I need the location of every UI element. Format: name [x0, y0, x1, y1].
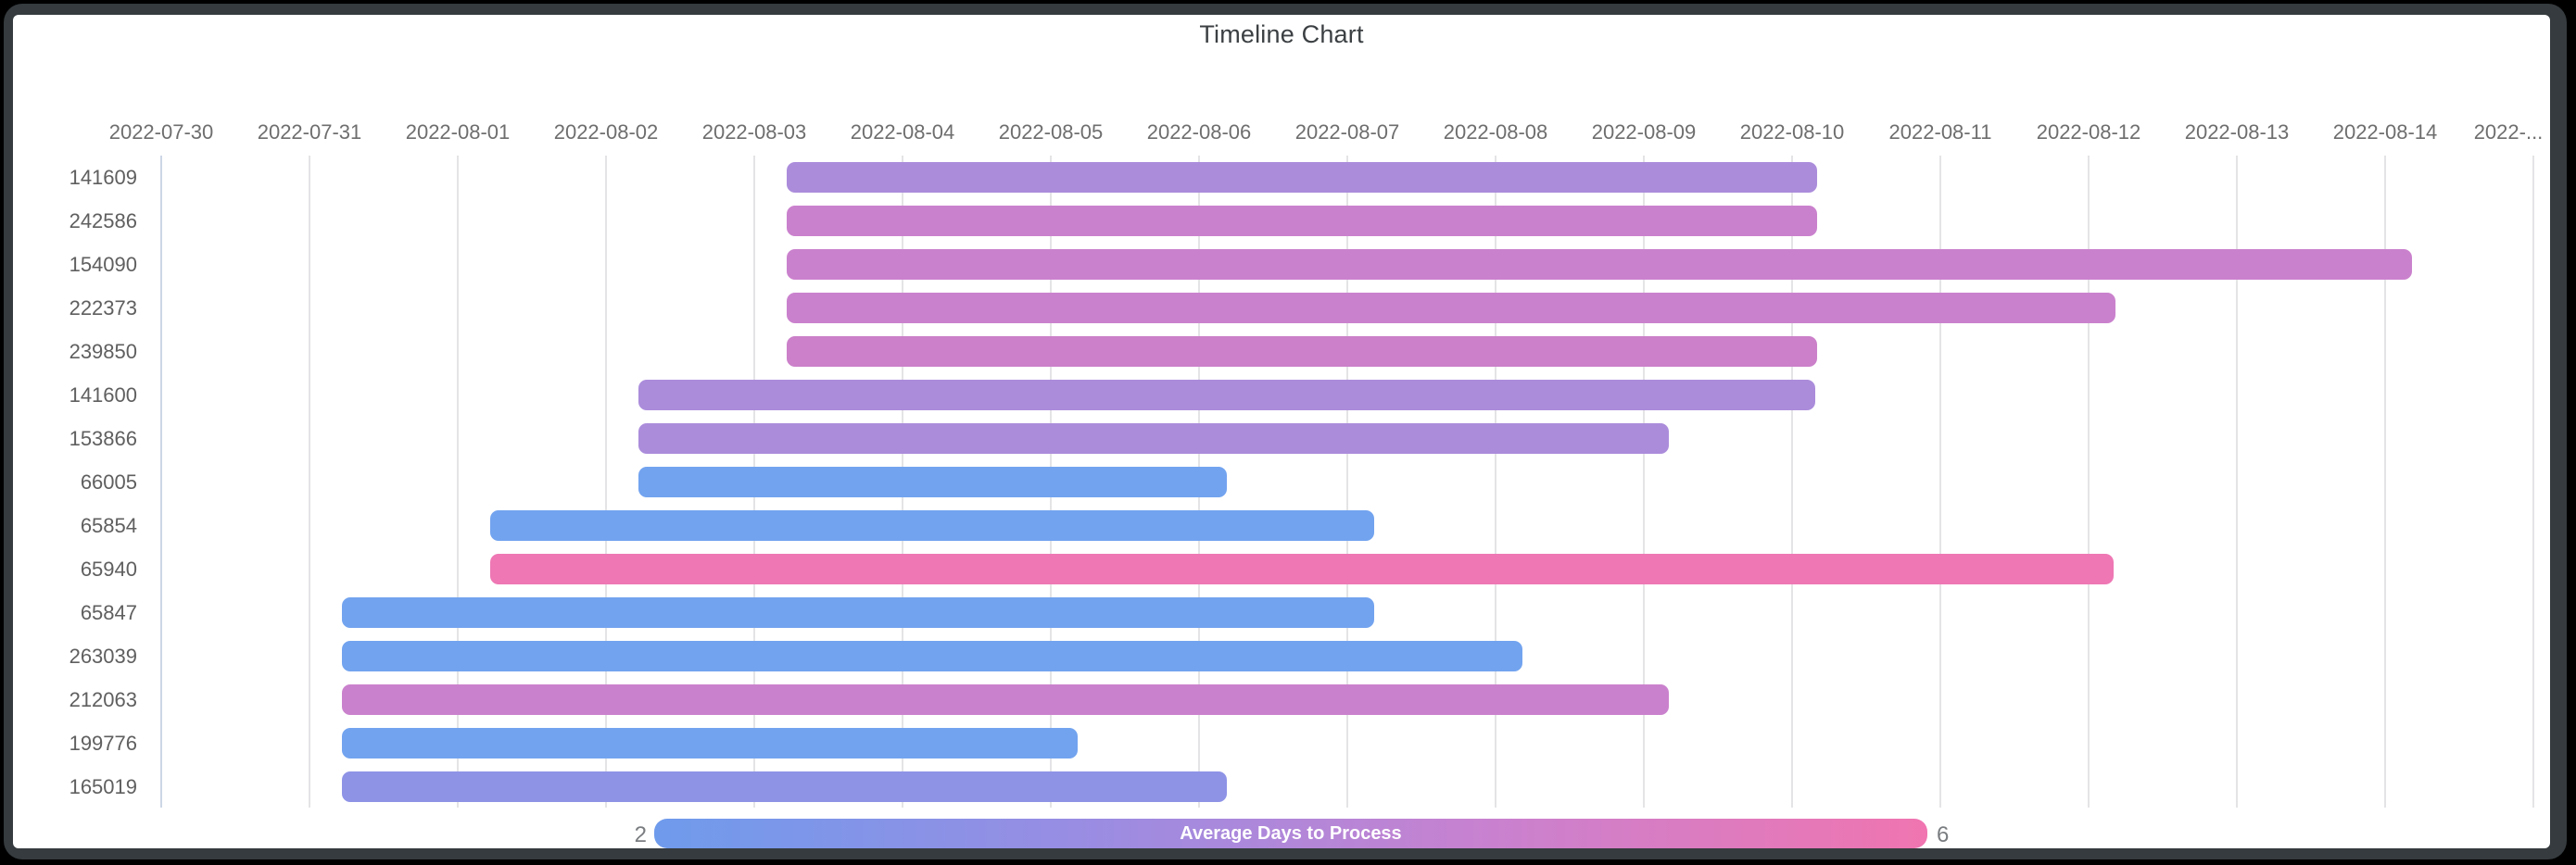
gridline [1495, 156, 1496, 808]
x-axis-tick-label: 2022-08-12 [2036, 120, 2141, 144]
timeline-bar[interactable] [787, 249, 2412, 280]
x-axis-tick-label: 2022-08-14 [2332, 120, 2438, 144]
timeline-bar[interactable] [342, 597, 1374, 628]
y-axis-row-label: 65940 [80, 558, 137, 581]
y-axis-row-label: 141600 [69, 383, 137, 407]
gridline [2088, 156, 2090, 808]
y-axis-row-label: 212063 [69, 688, 137, 711]
x-axis-tick-label: 2022-08-06 [1146, 120, 1252, 144]
legend-gradient-bar: Average Days to Process [654, 819, 1927, 848]
gridline [1791, 156, 1793, 808]
y-axis-row-label: 66005 [80, 470, 137, 494]
x-axis-tick-label: 2022-08-07 [1294, 120, 1400, 144]
x-axis-tick-label: 2022-07-30 [108, 120, 214, 144]
x-axis-tick-label: 2022-08-02 [553, 120, 659, 144]
timeline-bar[interactable] [638, 380, 1815, 410]
gridline [2384, 156, 2386, 808]
x-axis-tick-label: 2022-08-03 [701, 120, 807, 144]
timeline-bar[interactable] [638, 423, 1669, 454]
legend-title: Average Days to Process [1180, 822, 1402, 844]
x-axis-tick-label: 2022-08-04 [850, 120, 955, 144]
chart-canvas: Timeline Chart 2022-07-30 2022-07-31 2022-… [13, 15, 2550, 848]
y-axis-row-label: 242586 [69, 209, 137, 232]
y-axis-row-label: 165019 [69, 775, 137, 798]
timeline-bar[interactable] [490, 554, 2114, 584]
timeline-bar[interactable] [787, 336, 1817, 367]
timeline-bar[interactable] [342, 684, 1669, 715]
y-axis-row-label: 153866 [69, 427, 137, 450]
legend-min-label: 2 [634, 822, 647, 847]
x-axis-tick-label: 2022-... [2473, 120, 2544, 144]
gridline [605, 156, 607, 808]
x-axis-tick-label: 2022-08-11 [1888, 120, 1992, 144]
window-frame: Timeline Chart 2022-07-30 2022-07-31 2022-… [4, 4, 2567, 859]
x-axis-tick-label: 2022-08-10 [1739, 120, 1845, 144]
y-axis-row-label: 141609 [69, 166, 137, 189]
gridline [1643, 156, 1645, 808]
y-axis-row-label: 239850 [69, 340, 137, 363]
y-axis-row-label: 199776 [69, 732, 137, 755]
timeline-bar[interactable] [787, 293, 2115, 323]
chart-title: Timeline Chart [1199, 20, 1364, 48]
y-axis-row-label: 65854 [80, 514, 137, 537]
y-axis-row-label: 154090 [69, 253, 137, 276]
timeline-bar[interactable] [342, 641, 1522, 671]
y-axis-row-label: 65847 [80, 601, 137, 624]
timeline-bar[interactable] [342, 771, 1227, 802]
timeline-bar[interactable] [490, 510, 1374, 541]
y-axis-row-label: 263039 [69, 645, 137, 668]
gridline [2532, 156, 2534, 808]
x-axis-tick-label: 2022-08-05 [998, 120, 1104, 144]
gridline [309, 156, 310, 808]
x-axis-tick-label: 2022-08-13 [2184, 120, 2290, 144]
gridline [457, 156, 459, 808]
x-axis-tick-label: 2022-08-08 [1443, 120, 1548, 144]
timeline-bar[interactable] [342, 728, 1078, 758]
timeline-bar[interactable] [787, 206, 1817, 236]
timeline-bar[interactable] [638, 467, 1227, 497]
x-axis-tick-label: 2022-08-01 [405, 120, 511, 144]
plot-area: 2022-07-30 2022-07-31 2022-08-01 2022-08-02… [13, 15, 2550, 848]
gridline [160, 156, 162, 808]
x-axis-tick-label: 2022-08-09 [1591, 120, 1697, 144]
x-axis-tick-label: 2022-07-31 [257, 120, 362, 144]
gridline [1939, 156, 1941, 808]
gridline [2236, 156, 2238, 808]
legend-max-label: 6 [1937, 822, 1950, 847]
timeline-bar[interactable] [787, 162, 1817, 193]
y-axis-row-label: 222373 [69, 296, 137, 320]
gridline [1346, 156, 1348, 808]
